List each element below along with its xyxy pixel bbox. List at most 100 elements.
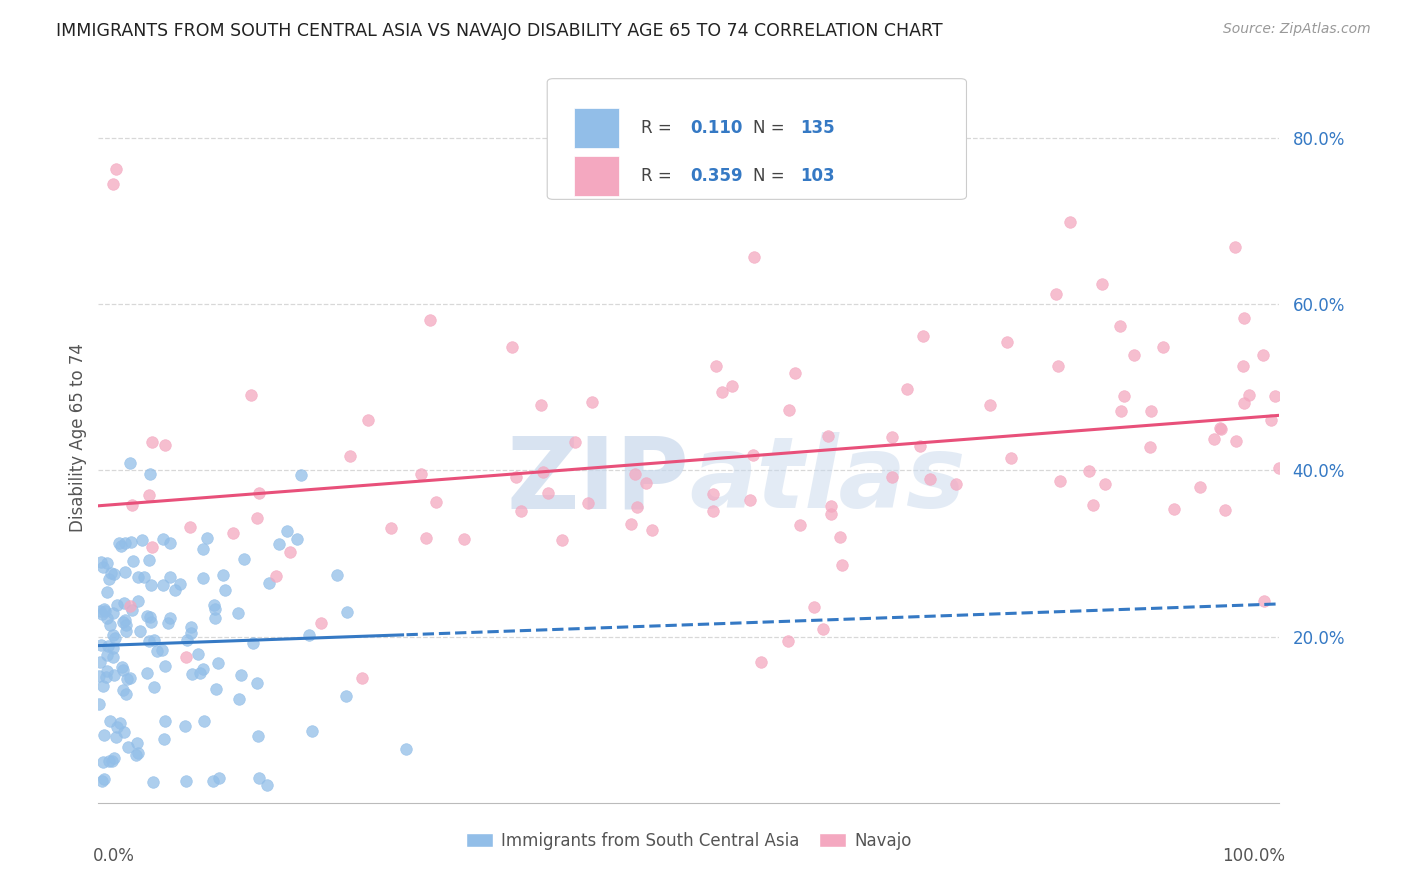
Point xyxy=(1237,388,1260,402)
Point xyxy=(96,611,118,625)
Point xyxy=(626,500,648,515)
Point xyxy=(91,560,114,574)
Text: 135: 135 xyxy=(800,119,835,136)
Point xyxy=(100,566,122,580)
Point xyxy=(127,594,149,608)
Point xyxy=(105,730,128,744)
Point xyxy=(214,583,236,598)
Text: ZIP: ZIP xyxy=(506,433,689,530)
Point xyxy=(501,340,523,354)
Point xyxy=(820,507,842,521)
Point xyxy=(204,601,226,615)
Point xyxy=(94,670,117,684)
Point xyxy=(880,470,903,484)
Text: R =: R = xyxy=(641,119,676,136)
Point xyxy=(336,605,359,619)
Point xyxy=(114,613,136,627)
Point xyxy=(636,475,658,490)
FancyBboxPatch shape xyxy=(547,78,966,200)
Text: 103: 103 xyxy=(800,167,835,185)
Point xyxy=(1264,389,1286,403)
Point xyxy=(156,615,179,630)
Point xyxy=(1251,348,1274,362)
Point xyxy=(105,720,128,734)
Point xyxy=(118,457,141,471)
Point xyxy=(749,655,772,669)
Point xyxy=(108,716,131,731)
Point xyxy=(995,334,1018,349)
Point xyxy=(979,398,1001,412)
Point xyxy=(187,648,209,662)
Point xyxy=(564,435,586,450)
Point xyxy=(90,638,112,652)
Point xyxy=(128,570,150,584)
Point xyxy=(191,541,214,556)
Point xyxy=(100,754,122,768)
Point xyxy=(776,633,799,648)
Point xyxy=(290,468,312,483)
Point xyxy=(1091,277,1114,291)
Point xyxy=(335,689,357,703)
Point xyxy=(1045,287,1067,301)
Point xyxy=(576,495,599,509)
Point xyxy=(1059,215,1081,229)
Point xyxy=(1204,433,1226,447)
Point xyxy=(118,599,141,613)
Point xyxy=(394,742,416,756)
Point xyxy=(256,779,278,793)
Point xyxy=(239,388,262,402)
Point xyxy=(880,430,903,444)
Point xyxy=(193,714,215,728)
Point xyxy=(1122,348,1144,362)
Point xyxy=(212,568,235,582)
Point xyxy=(1232,359,1254,373)
Point xyxy=(180,667,202,681)
Point xyxy=(101,640,124,655)
Point xyxy=(141,435,163,450)
Point xyxy=(93,772,115,786)
Point xyxy=(174,650,197,665)
Point xyxy=(510,504,533,518)
Point xyxy=(110,539,132,553)
Point xyxy=(204,682,226,697)
Point xyxy=(226,606,249,620)
Point xyxy=(357,413,380,427)
Point xyxy=(90,607,112,621)
Point xyxy=(1109,404,1132,418)
Point xyxy=(114,536,136,550)
Point xyxy=(191,571,214,585)
Point xyxy=(155,659,177,673)
Point xyxy=(1233,310,1256,325)
Point xyxy=(267,537,290,551)
Point xyxy=(411,467,433,481)
Point xyxy=(453,532,475,546)
Point xyxy=(276,524,298,539)
Point xyxy=(98,754,121,768)
Legend: Immigrants from South Central Asia, Navajo: Immigrants from South Central Asia, Nava… xyxy=(460,825,918,856)
Point xyxy=(142,775,165,789)
Point xyxy=(152,578,174,592)
Point xyxy=(710,385,733,400)
Point xyxy=(111,615,134,629)
Point xyxy=(138,610,160,624)
Point xyxy=(139,467,162,481)
Point xyxy=(530,398,553,412)
Point xyxy=(96,664,118,678)
Point xyxy=(125,747,148,762)
Point xyxy=(174,773,197,788)
Point xyxy=(280,545,302,559)
Point xyxy=(789,517,811,532)
Point xyxy=(165,582,187,597)
Point xyxy=(188,665,211,680)
Point xyxy=(1188,479,1211,493)
Point xyxy=(309,615,332,630)
Point xyxy=(908,439,931,453)
Point xyxy=(101,606,124,620)
Point xyxy=(169,577,191,591)
Point xyxy=(419,313,441,327)
Point xyxy=(221,526,243,541)
Point xyxy=(204,611,226,625)
Point xyxy=(97,639,120,653)
Text: N =: N = xyxy=(752,119,790,136)
Point xyxy=(141,540,163,554)
